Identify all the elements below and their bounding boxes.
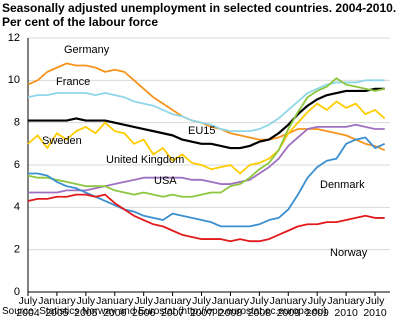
x-tick-label: January 2009 [269, 295, 307, 319]
x-tick-label: July 2010 [363, 295, 387, 319]
series-line [27, 62, 386, 152]
series-line [27, 100, 386, 175]
series-label: Norway [330, 247, 368, 259]
series-label: France [56, 76, 90, 88]
series-label: Sweden [42, 135, 82, 147]
x-tick-label: January 2007 [153, 295, 192, 319]
y-tick-label: 8 [14, 117, 20, 129]
chart-title: Seasonally adjusted unemployment in sele… [2, 1, 397, 15]
source: Source: Statistics Norway and Eurostat (… [2, 306, 327, 317]
x-tick-label: January 2006 [96, 295, 134, 319]
series-label: Germany [64, 44, 110, 56]
series-line [27, 79, 385, 133]
x-tick-label: January 2008 [211, 295, 250, 319]
series-label: United Kingdom [106, 154, 184, 166]
y-tick-label: 2 [14, 244, 20, 256]
x-tick-label: July 2009 [305, 295, 329, 319]
series-line [28, 136, 386, 228]
chart-subtitle: Per cent of the labour force [2, 15, 159, 29]
series-label: EU15 [188, 125, 216, 137]
y-tick-label: 12 [8, 32, 20, 44]
x-tick-label: July 2005 [74, 295, 98, 319]
y-tick-label: 4 [14, 201, 20, 213]
y-tick-label: 6 [14, 159, 20, 171]
x-tick-label: July 2004 [16, 295, 40, 319]
x-tick-label: July 2006 [131, 295, 156, 319]
x-tick-label: July 2008 [247, 295, 272, 319]
x-tick-label: January 2005 [38, 295, 76, 319]
chart: 0 2 4 6 8 10 12 Germany France EU15 Sweden United K… [8, 32, 390, 298]
x-tick-label: January 2010 [327, 295, 365, 319]
y-tick-label: 10 [8, 74, 20, 86]
series-label: USA [154, 175, 177, 187]
series-label: Denmark [320, 179, 365, 191]
series-line [27, 77, 385, 198]
x-tick-label: July 2007 [189, 295, 214, 319]
series-line [28, 87, 385, 150]
series-line [28, 123, 385, 194]
series-line [27, 193, 385, 243]
y-tick-label: 0 [14, 286, 20, 298]
